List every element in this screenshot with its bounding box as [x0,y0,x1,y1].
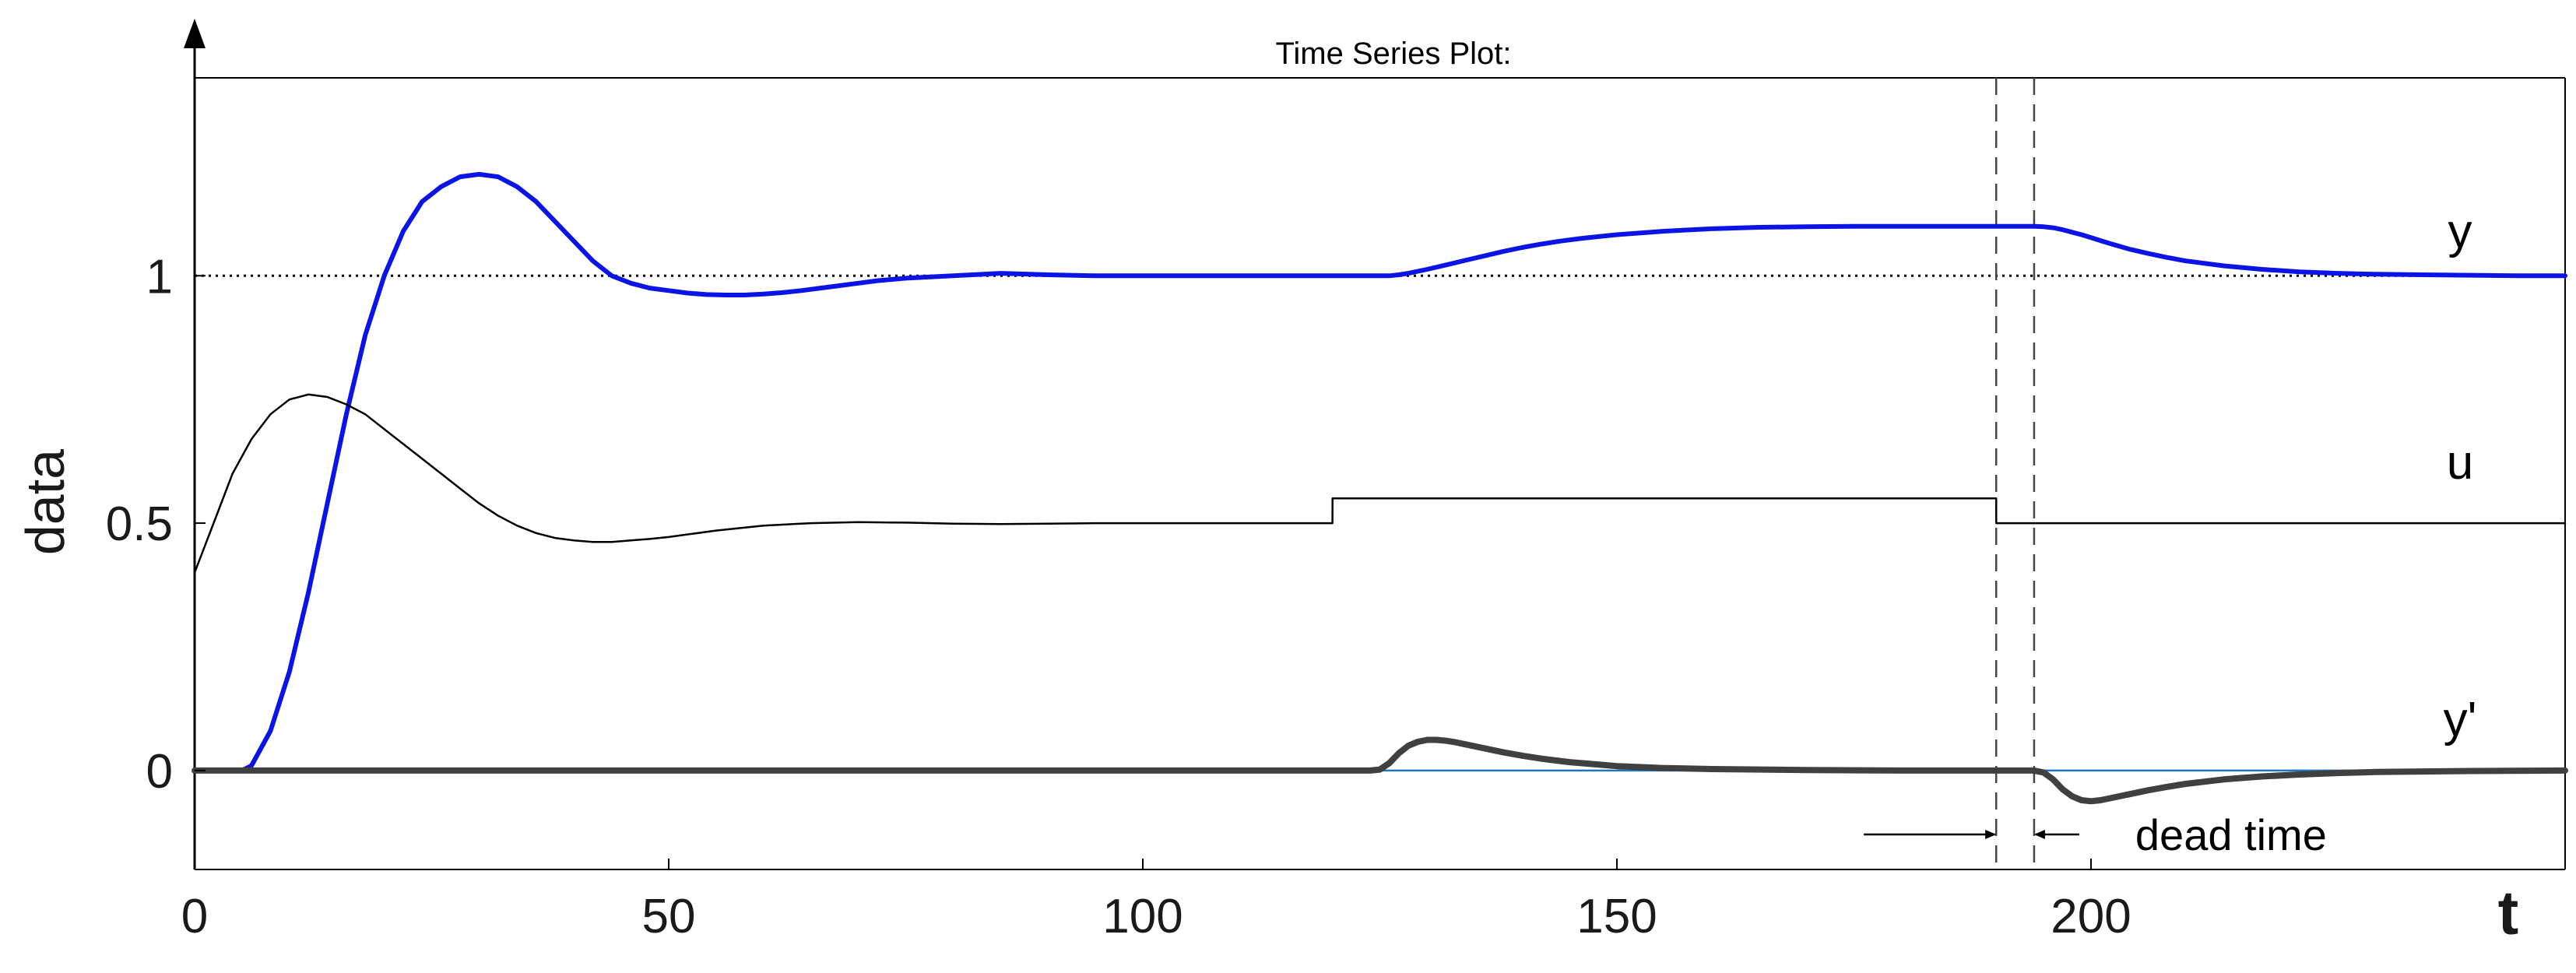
series-label: y [2448,205,2472,258]
x-tick-label: 100 [1102,890,1183,943]
series-layer [192,171,2568,805]
reference-lines [195,78,2565,869]
y-tick-label: 1 [146,250,173,304]
y-axis-label: data [15,449,76,555]
dead-time-annotation: dead time [2135,810,2327,859]
series-y-line [192,171,2567,773]
label-layer: y u y' dead time [1864,205,2476,859]
x-tick-label: 150 [1576,890,1657,943]
series-label: y' [2444,693,2477,746]
y-tick-label: 0.5 [106,497,173,551]
tick-labels: 0 50 100 150 200 0 0.5 1 [106,250,2131,943]
x-tick-label: 50 [642,890,696,943]
series-y-prime-line [192,736,2568,805]
x-tick-label: 200 [2051,890,2131,943]
y-axis-arrow-icon [184,19,206,48]
x-tick-label: 0 [181,890,208,943]
plot-frame [184,19,2566,870]
y-tick-label: 0 [146,745,173,799]
chart-title: Time Series Plot: [1275,37,1511,71]
series-u-line [193,393,2567,574]
series-label: u [2447,436,2473,490]
x-axis-label: t [2498,878,2519,947]
